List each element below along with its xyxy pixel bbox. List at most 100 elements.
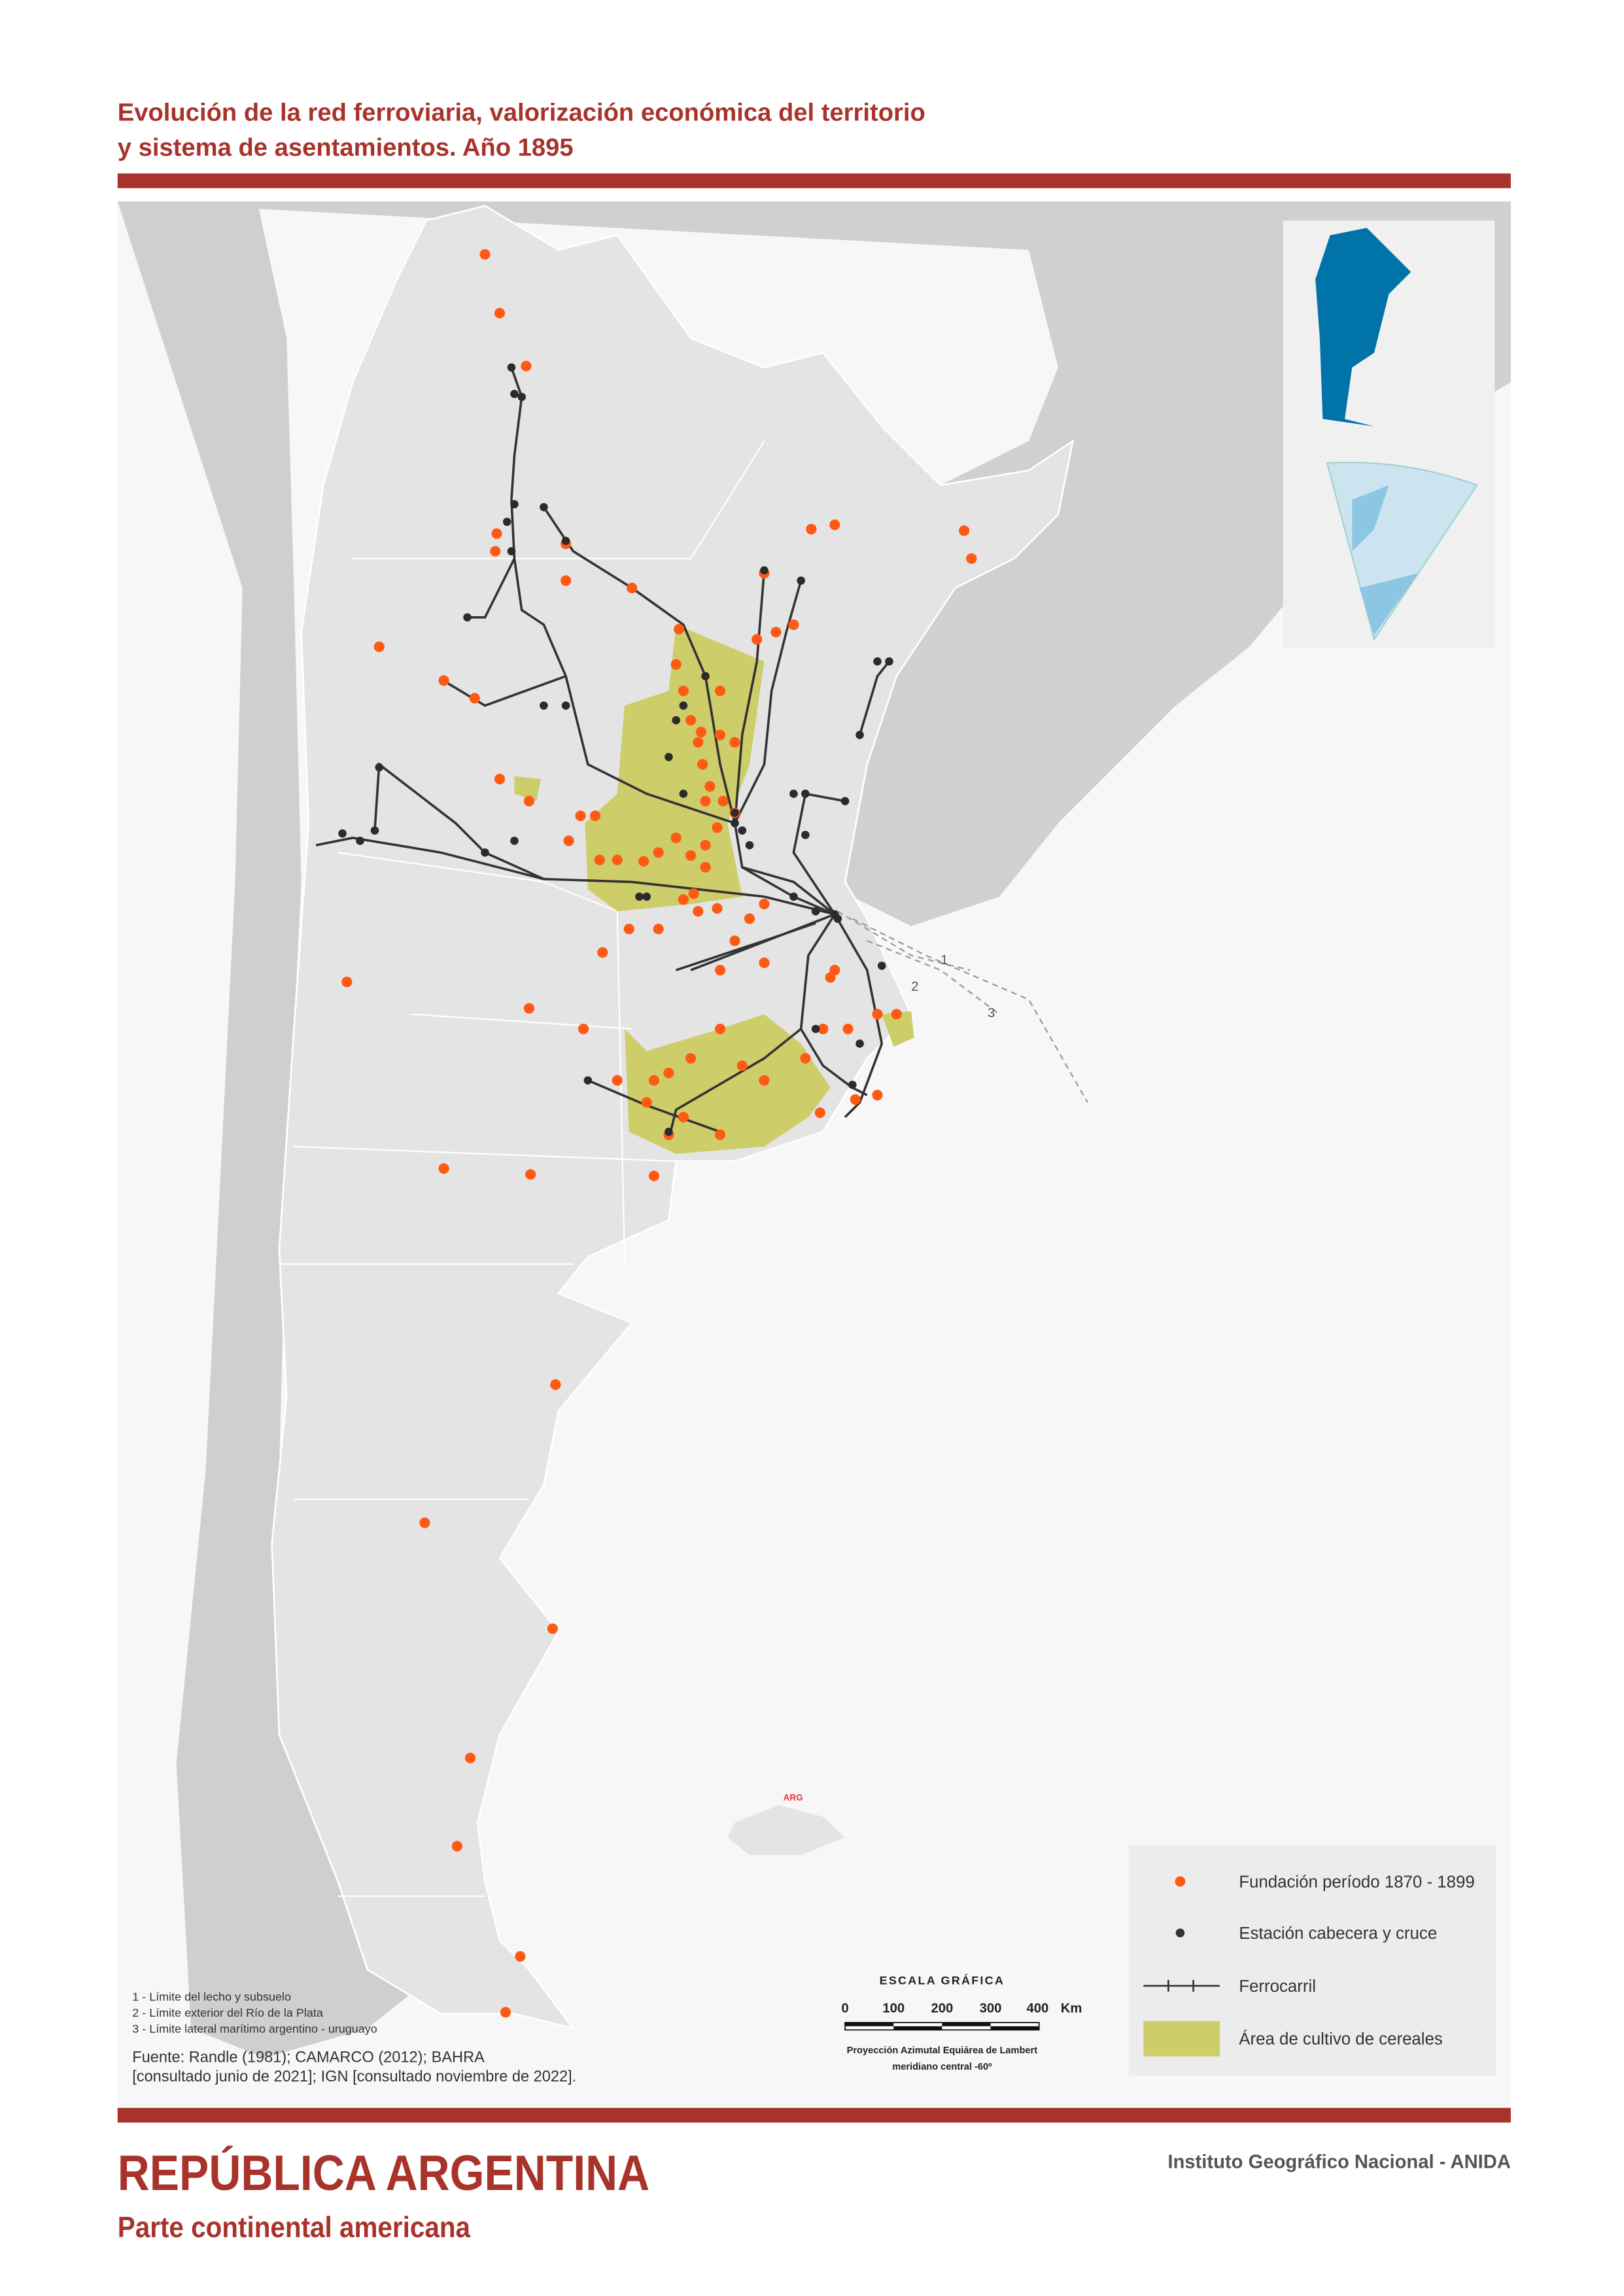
settlement-dot <box>464 1752 476 1764</box>
station-dot <box>665 752 673 761</box>
railway-line <box>858 661 890 736</box>
top-bar <box>117 173 1511 188</box>
settlement-dot <box>788 619 799 631</box>
settlement-dot <box>648 1075 660 1086</box>
settlement-dot <box>872 1090 883 1101</box>
settlement-dot <box>770 627 782 638</box>
settlement-dot <box>678 1111 689 1122</box>
station-dot <box>370 826 379 835</box>
station-dot <box>356 837 364 845</box>
station-dot <box>797 576 805 585</box>
station-dot <box>679 701 688 710</box>
settlement-dot <box>759 898 770 910</box>
limit-label: 3 <box>988 1006 995 1020</box>
title-line: y sistema de asentamientos. Año 1895 <box>118 133 574 162</box>
station-dot <box>338 829 347 838</box>
settlement-dot <box>523 1003 535 1014</box>
settlement-dot <box>578 1023 589 1035</box>
cereal-areas <box>514 625 914 1154</box>
title-line: Evolución de la red ferroviaria, valoriz… <box>118 98 925 126</box>
settlement-dot <box>525 1169 536 1180</box>
station-dot <box>789 892 798 901</box>
station-dot <box>701 672 710 680</box>
station-dot <box>855 1039 864 1048</box>
legend-marker <box>1175 1928 1185 1938</box>
railway-line <box>833 913 884 1119</box>
settlement-dot <box>550 1379 561 1390</box>
station-dot <box>540 701 548 710</box>
station-dot <box>885 657 893 666</box>
railway-line <box>742 866 836 916</box>
settlement-dot <box>469 693 480 704</box>
settlement-dot <box>872 1009 883 1020</box>
station-dot <box>789 790 798 798</box>
settlement-dot <box>494 307 506 319</box>
settlement-dot <box>700 795 711 807</box>
settlement-dot <box>806 523 817 535</box>
settlement-dot <box>800 1052 811 1064</box>
note: 2 - Límite exterior del Río de la Plata <box>132 2006 323 2019</box>
railway-line <box>510 367 736 825</box>
settlement-dot <box>491 528 502 539</box>
legend-label: Estación cabecera y cruce <box>1239 1924 1437 1943</box>
projection: Proyección Azimutal Equiárea de Lambert <box>847 2045 1038 2056</box>
station-dot <box>502 517 511 527</box>
settlement-dot <box>490 546 501 557</box>
legend-marker <box>1175 1876 1186 1887</box>
legend-marker <box>1143 2021 1220 2057</box>
station-dot <box>873 657 882 666</box>
station-dot <box>517 392 526 402</box>
neighbor-countries <box>117 201 1511 926</box>
settlement-dot <box>494 773 506 785</box>
inset-peninsula <box>1352 485 1389 551</box>
scale-tick-label: 300 <box>980 2001 1002 2015</box>
settlement-dot <box>561 575 572 586</box>
settlement-dot <box>704 781 716 792</box>
settlement-dot <box>670 659 682 670</box>
station-dot <box>811 907 820 916</box>
station-dot <box>510 837 519 845</box>
station-dot <box>801 790 810 798</box>
settlement-dot <box>575 810 586 822</box>
settlement-dot <box>648 1170 660 1181</box>
settlement-dot <box>685 1052 697 1064</box>
settlement-dot <box>958 525 970 536</box>
station-dot <box>840 797 850 805</box>
station-dot <box>731 819 739 827</box>
scale-segment <box>893 2026 942 2030</box>
station-dot <box>665 1127 673 1136</box>
settlement-dot <box>712 903 723 914</box>
notes: 1 - Límite del lecho y subsuelo 2 - Lími… <box>132 1990 576 2085</box>
institute: Instituto Geográfico Nacional - ANIDA <box>1167 2151 1511 2172</box>
settlement-dot <box>623 924 634 935</box>
station-dot <box>507 547 516 555</box>
limit-label: 1 <box>941 953 948 967</box>
settlement-dot <box>479 249 491 260</box>
settlement-dot <box>438 1163 449 1174</box>
scale-bar: ESCALA GRÁFICA Km Proyección Azimutal Eq… <box>841 1974 1082 2072</box>
station-dot <box>855 731 864 739</box>
station-dot <box>848 1081 857 1089</box>
station-dot <box>375 763 384 772</box>
legend-label: Fundación período 1870 - 1899 <box>1239 1873 1474 1891</box>
settlement-dot <box>589 810 601 822</box>
settlement-dot <box>759 957 770 968</box>
station-dot <box>561 536 570 546</box>
scale-tick-label: 400 <box>1027 2001 1049 2015</box>
railway-line <box>542 506 836 916</box>
settlement-dot <box>641 1097 652 1108</box>
settlement-dot <box>752 634 763 645</box>
settlement-dot <box>521 360 532 372</box>
settlement-dot <box>744 913 755 924</box>
settlement-dot <box>700 840 711 851</box>
settlement-dot <box>523 795 535 807</box>
settlement-dot <box>674 623 685 635</box>
settlements <box>338 249 977 2018</box>
station-dot <box>510 389 519 398</box>
settlement-dot <box>653 847 664 858</box>
railway-line <box>467 558 516 619</box>
station-dot <box>833 914 842 923</box>
settlement-dot <box>451 1841 462 1852</box>
settlement-dot <box>688 888 699 899</box>
